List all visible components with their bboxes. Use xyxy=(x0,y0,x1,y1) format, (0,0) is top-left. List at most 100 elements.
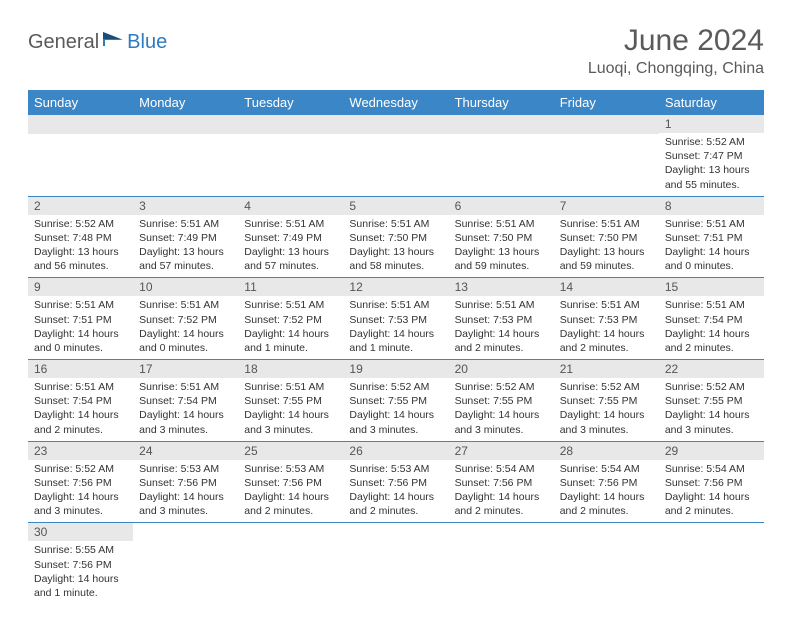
day-number: 16 xyxy=(28,360,133,378)
day-number: 27 xyxy=(449,442,554,460)
day-number: 21 xyxy=(554,360,659,378)
day-details: Sunrise: 5:51 AMSunset: 7:53 PMDaylight:… xyxy=(554,296,659,359)
day-details: Sunrise: 5:51 AMSunset: 7:52 PMDaylight:… xyxy=(133,296,238,359)
calendar-cell: 1Sunrise: 5:52 AMSunset: 7:47 PMDaylight… xyxy=(659,115,764,196)
calendar-cell: 8Sunrise: 5:51 AMSunset: 7:51 PMDaylight… xyxy=(659,196,764,278)
calendar-cell: 14Sunrise: 5:51 AMSunset: 7:53 PMDayligh… xyxy=(554,278,659,360)
calendar-cell: 10Sunrise: 5:51 AMSunset: 7:52 PMDayligh… xyxy=(133,278,238,360)
calendar-cell: 9Sunrise: 5:51 AMSunset: 7:51 PMDaylight… xyxy=(28,278,133,360)
day-details: Sunrise: 5:55 AMSunset: 7:56 PMDaylight:… xyxy=(28,541,133,604)
day-details: Sunrise: 5:53 AMSunset: 7:56 PMDaylight:… xyxy=(133,460,238,523)
day-details: Sunrise: 5:51 AMSunset: 7:51 PMDaylight:… xyxy=(28,296,133,359)
day-number: 24 xyxy=(133,442,238,460)
col-header-tuesday: Tuesday xyxy=(238,90,343,115)
calendar-cell: 2Sunrise: 5:52 AMSunset: 7:48 PMDaylight… xyxy=(28,196,133,278)
day-number: 8 xyxy=(659,197,764,215)
calendar-cell: 7Sunrise: 5:51 AMSunset: 7:50 PMDaylight… xyxy=(554,196,659,278)
calendar-cell xyxy=(133,115,238,196)
col-header-sunday: Sunday xyxy=(28,90,133,115)
col-header-wednesday: Wednesday xyxy=(343,90,448,115)
day-details: Sunrise: 5:54 AMSunset: 7:56 PMDaylight:… xyxy=(449,460,554,523)
flag-icon xyxy=(103,30,125,51)
calendar-cell: 11Sunrise: 5:51 AMSunset: 7:52 PMDayligh… xyxy=(238,278,343,360)
logo: General Blue xyxy=(28,24,167,55)
day-details: Sunrise: 5:51 AMSunset: 7:52 PMDaylight:… xyxy=(238,296,343,359)
calendar-header-row: SundayMondayTuesdayWednesdayThursdayFrid… xyxy=(28,90,764,115)
day-details: Sunrise: 5:52 AMSunset: 7:55 PMDaylight:… xyxy=(343,378,448,441)
day-details: Sunrise: 5:53 AMSunset: 7:56 PMDaylight:… xyxy=(238,460,343,523)
day-number: 22 xyxy=(659,360,764,378)
day-details: Sunrise: 5:51 AMSunset: 7:53 PMDaylight:… xyxy=(343,296,448,359)
day-details: Sunrise: 5:52 AMSunset: 7:55 PMDaylight:… xyxy=(659,378,764,441)
day-number-empty xyxy=(133,115,238,134)
logo-text-general: General xyxy=(28,31,99,54)
calendar-cell: 17Sunrise: 5:51 AMSunset: 7:54 PMDayligh… xyxy=(133,360,238,442)
calendar-cell: 26Sunrise: 5:53 AMSunset: 7:56 PMDayligh… xyxy=(343,441,448,523)
day-number: 3 xyxy=(133,197,238,215)
calendar-cell: 24Sunrise: 5:53 AMSunset: 7:56 PMDayligh… xyxy=(133,441,238,523)
calendar-cell xyxy=(133,523,238,604)
title-block: June 2024 Luoqi, Chongqing, China xyxy=(588,24,764,78)
day-number: 25 xyxy=(238,442,343,460)
col-header-monday: Monday xyxy=(133,90,238,115)
calendar-cell xyxy=(554,115,659,196)
calendar-cell: 3Sunrise: 5:51 AMSunset: 7:49 PMDaylight… xyxy=(133,196,238,278)
day-number: 1 xyxy=(659,115,764,133)
calendar-cell xyxy=(343,115,448,196)
day-details: Sunrise: 5:51 AMSunset: 7:49 PMDaylight:… xyxy=(238,215,343,278)
day-number-empty xyxy=(449,115,554,134)
calendar-cell: 16Sunrise: 5:51 AMSunset: 7:54 PMDayligh… xyxy=(28,360,133,442)
calendar-cell: 28Sunrise: 5:54 AMSunset: 7:56 PMDayligh… xyxy=(554,441,659,523)
day-number: 10 xyxy=(133,278,238,296)
col-header-thursday: Thursday xyxy=(449,90,554,115)
day-number: 15 xyxy=(659,278,764,296)
calendar-row: 30Sunrise: 5:55 AMSunset: 7:56 PMDayligh… xyxy=(28,523,764,604)
day-number: 30 xyxy=(28,523,133,541)
day-details: Sunrise: 5:53 AMSunset: 7:56 PMDaylight:… xyxy=(343,460,448,523)
calendar-cell xyxy=(238,115,343,196)
day-number: 29 xyxy=(659,442,764,460)
calendar-table: SundayMondayTuesdayWednesdayThursdayFrid… xyxy=(28,90,764,604)
calendar-row: 23Sunrise: 5:52 AMSunset: 7:56 PMDayligh… xyxy=(28,441,764,523)
calendar-cell xyxy=(449,115,554,196)
day-number-empty xyxy=(28,115,133,134)
calendar-cell: 30Sunrise: 5:55 AMSunset: 7:56 PMDayligh… xyxy=(28,523,133,604)
col-header-friday: Friday xyxy=(554,90,659,115)
calendar-cell xyxy=(343,523,448,604)
calendar-cell: 5Sunrise: 5:51 AMSunset: 7:50 PMDaylight… xyxy=(343,196,448,278)
day-number: 23 xyxy=(28,442,133,460)
day-details: Sunrise: 5:51 AMSunset: 7:55 PMDaylight:… xyxy=(238,378,343,441)
calendar-cell xyxy=(449,523,554,604)
day-number-empty xyxy=(238,115,343,134)
calendar-cell xyxy=(554,523,659,604)
page-subtitle: Luoqi, Chongqing, China xyxy=(588,60,764,78)
day-number: 14 xyxy=(554,278,659,296)
day-number: 9 xyxy=(28,278,133,296)
calendar-cell: 25Sunrise: 5:53 AMSunset: 7:56 PMDayligh… xyxy=(238,441,343,523)
calendar-row: 1Sunrise: 5:52 AMSunset: 7:47 PMDaylight… xyxy=(28,115,764,196)
day-number: 19 xyxy=(343,360,448,378)
calendar-cell: 15Sunrise: 5:51 AMSunset: 7:54 PMDayligh… xyxy=(659,278,764,360)
calendar-cell xyxy=(238,523,343,604)
day-number: 2 xyxy=(28,197,133,215)
day-number: 28 xyxy=(554,442,659,460)
day-details: Sunrise: 5:51 AMSunset: 7:54 PMDaylight:… xyxy=(133,378,238,441)
day-number: 7 xyxy=(554,197,659,215)
logo-text-blue: Blue xyxy=(127,31,167,54)
calendar-cell: 27Sunrise: 5:54 AMSunset: 7:56 PMDayligh… xyxy=(449,441,554,523)
calendar-body: 1Sunrise: 5:52 AMSunset: 7:47 PMDaylight… xyxy=(28,115,764,604)
day-number: 18 xyxy=(238,360,343,378)
calendar-cell: 4Sunrise: 5:51 AMSunset: 7:49 PMDaylight… xyxy=(238,196,343,278)
calendar-cell: 21Sunrise: 5:52 AMSunset: 7:55 PMDayligh… xyxy=(554,360,659,442)
day-number-empty xyxy=(343,115,448,134)
calendar-cell: 18Sunrise: 5:51 AMSunset: 7:55 PMDayligh… xyxy=(238,360,343,442)
calendar-cell xyxy=(28,115,133,196)
day-number: 4 xyxy=(238,197,343,215)
col-header-saturday: Saturday xyxy=(659,90,764,115)
day-details: Sunrise: 5:51 AMSunset: 7:50 PMDaylight:… xyxy=(343,215,448,278)
day-number: 11 xyxy=(238,278,343,296)
day-number: 17 xyxy=(133,360,238,378)
day-details: Sunrise: 5:51 AMSunset: 7:50 PMDaylight:… xyxy=(449,215,554,278)
calendar-cell: 19Sunrise: 5:52 AMSunset: 7:55 PMDayligh… xyxy=(343,360,448,442)
calendar-cell: 13Sunrise: 5:51 AMSunset: 7:53 PMDayligh… xyxy=(449,278,554,360)
